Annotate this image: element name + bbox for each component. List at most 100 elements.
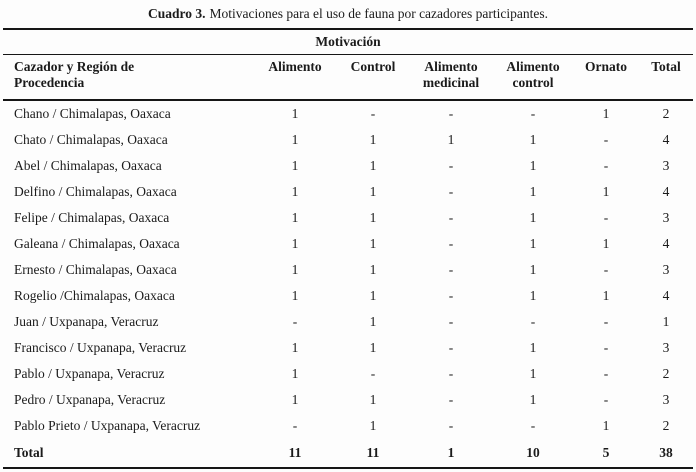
alimento-medicinal-cell: - xyxy=(448,106,454,121)
table-row: Francisco / Uxpanapa, Veracruz 1 1 - 1 -… xyxy=(3,335,693,361)
alimento-medicinal-cell: - xyxy=(448,288,454,303)
hunter-name-cell: Rogelio /Chimalapas, Oaxaca xyxy=(14,288,175,303)
total-cell: 4 xyxy=(662,184,670,199)
column-header-alimento: Alimento xyxy=(253,54,337,101)
control-cell: 1 xyxy=(369,262,377,277)
total-cell: 1 xyxy=(662,314,670,329)
table-row: Pablo Prieto / Uxpanapa, Veracruz - 1 - … xyxy=(3,413,693,439)
control-cell: 1 xyxy=(369,184,377,199)
ornato-cell: - xyxy=(603,366,609,381)
ornato-cell: 1 xyxy=(602,418,610,433)
alimento-medicinal-cell: - xyxy=(448,366,454,381)
alimento-control-cell: 1 xyxy=(529,184,537,199)
control-cell: 1 xyxy=(369,392,377,407)
hunter-name-cell: Chano / Chimalapas, Oaxaca xyxy=(14,106,171,121)
hunter-name-cell: Felipe / Chimalapas, Oaxaca xyxy=(14,210,170,225)
total-cell: 2 xyxy=(662,418,670,433)
table-row: Galeana / Chimalapas, Oaxaca 1 1 - 1 1 4 xyxy=(3,231,693,257)
table-row: Chato / Chimalapas, Oaxaca 1 1 1 1 - 4 xyxy=(3,127,693,153)
ornato-cell: - xyxy=(603,210,609,225)
hunter-name-cell: Pablo Prieto / Uxpanapa, Veracruz xyxy=(14,418,201,433)
column-header-ornato: Ornato xyxy=(573,54,639,101)
hunter-name-cell: Delfino / Chimalapas, Oaxaca xyxy=(14,184,177,199)
total-row-label: Total xyxy=(3,439,253,469)
hunter-name-cell: Juan / Uxpanapa, Veracruz xyxy=(14,314,159,329)
control-cell: 1 xyxy=(369,340,377,355)
alimento-cell: 1 xyxy=(291,132,299,147)
table-row: Ernesto / Chimalapas, Oaxaca 1 1 - 1 - 3 xyxy=(3,257,693,283)
table-body: Chano / Chimalapas, Oaxaca 1 - - - 1 2 C… xyxy=(3,100,693,439)
ornato-cell: 1 xyxy=(602,236,610,251)
group-header-motivacion: Motivación xyxy=(3,29,694,55)
control-cell: - xyxy=(370,366,376,381)
total-total-cell: 38 xyxy=(639,439,694,469)
hunter-name-cell: Galeana / Chimalapas, Oaxaca xyxy=(14,236,180,251)
control-cell: 1 xyxy=(369,314,377,329)
total-row: Total 11 11 1 10 5 38 xyxy=(3,439,694,469)
table-row: Chano / Chimalapas, Oaxaca 1 - - - 1 2 xyxy=(3,100,693,127)
column-header-alimento-medicinal: Alimento medicinal xyxy=(409,54,493,101)
ornato-cell: - xyxy=(603,392,609,407)
hunter-name-cell: Chato / Chimalapas, Oaxaca xyxy=(14,132,168,147)
ornato-cell: 1 xyxy=(602,288,610,303)
alimento-cell: 1 xyxy=(291,158,299,173)
alimento-medicinal-cell: 1 xyxy=(447,132,455,147)
control-cell: 1 xyxy=(369,158,377,173)
control-cell: - xyxy=(370,106,376,121)
total-cell: 3 xyxy=(662,340,670,355)
ornato-cell: - xyxy=(603,158,609,173)
alimento-control-cell: - xyxy=(530,418,536,433)
control-cell: 1 xyxy=(369,210,377,225)
control-cell: 1 xyxy=(369,288,377,303)
column-header-row: Cazador y Región de Procedencia Alimento… xyxy=(3,54,694,101)
alimento-control-cell: 1 xyxy=(529,210,537,225)
alimento-medicinal-cell: - xyxy=(448,236,454,251)
ornato-cell: 1 xyxy=(602,184,610,199)
total-cell: 3 xyxy=(662,262,670,277)
alimento-control-cell: 1 xyxy=(529,236,537,251)
table-caption-label: Cuadro 3. xyxy=(148,6,206,21)
motivations-table: Motivación Cazador y Región de Procedenc… xyxy=(3,28,694,469)
hunter-name-cell: Francisco / Uxpanapa, Veracruz xyxy=(14,340,187,355)
column-header-alimento-control: Alimento control xyxy=(493,54,573,101)
control-cell: 1 xyxy=(369,418,377,433)
ornato-cell: - xyxy=(603,340,609,355)
column-header-total: Total xyxy=(639,54,694,101)
alimento-cell: 1 xyxy=(291,184,299,199)
column-header-control: Control xyxy=(337,54,409,101)
alimento-medicinal-cell: - xyxy=(448,262,454,277)
alimento-cell: 1 xyxy=(291,366,299,381)
total-alimento-medicinal-cell: 1 xyxy=(409,439,493,469)
table-row: Felipe / Chimalapas, Oaxaca 1 1 - 1 - 3 xyxy=(3,205,693,231)
ornato-cell: 1 xyxy=(602,106,610,121)
hunter-name-cell: Abel / Chimalapas, Oaxaca xyxy=(14,158,162,173)
alimento-control-cell: 1 xyxy=(529,392,537,407)
total-cell: 3 xyxy=(662,392,670,407)
column-header-cazador: Cazador y Región de Procedencia xyxy=(3,54,253,101)
hunter-name-cell: Ernesto / Chimalapas, Oaxaca xyxy=(14,262,177,277)
alimento-cell: 1 xyxy=(291,210,299,225)
total-control-cell: 11 xyxy=(337,439,409,469)
table-caption-text: Motivaciones para el uso de fauna por ca… xyxy=(209,6,548,21)
total-cell: 3 xyxy=(662,158,670,173)
control-cell: 1 xyxy=(369,236,377,251)
group-header-row: Motivación xyxy=(3,29,694,55)
alimento-medicinal-cell: - xyxy=(448,392,454,407)
alimento-control-cell: 1 xyxy=(529,340,537,355)
column-header-cazador-label: Cazador y Región de Procedencia xyxy=(14,59,135,90)
alimento-cell: - xyxy=(292,314,298,329)
alimento-cell: 1 xyxy=(291,106,299,121)
alimento-control-cell: 1 xyxy=(529,132,537,147)
alimento-medicinal-cell: - xyxy=(448,314,454,329)
alimento-medicinal-cell: - xyxy=(448,418,454,433)
alimento-medicinal-cell: - xyxy=(448,158,454,173)
alimento-control-cell: 1 xyxy=(529,158,537,173)
table-row: Juan / Uxpanapa, Veracruz - 1 - - - 1 xyxy=(3,309,693,335)
alimento-control-cell: - xyxy=(530,106,536,121)
alimento-cell: 1 xyxy=(291,340,299,355)
table-row: Delfino / Chimalapas, Oaxaca 1 1 - 1 1 4 xyxy=(3,179,693,205)
alimento-cell: - xyxy=(292,418,298,433)
alimento-medicinal-cell: - xyxy=(448,340,454,355)
control-cell: 1 xyxy=(369,132,377,147)
